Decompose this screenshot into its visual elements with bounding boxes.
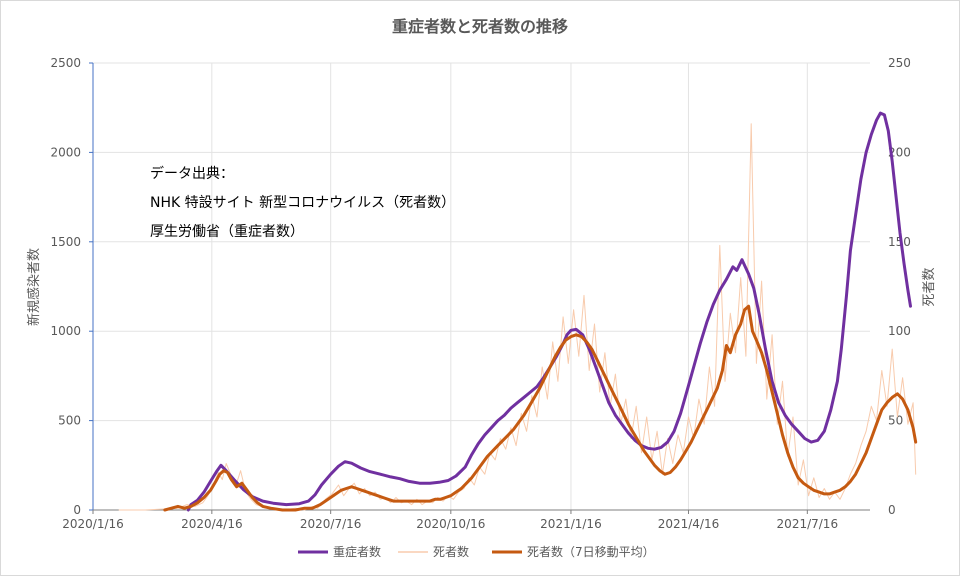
gridlines (93, 62, 870, 510)
right-tick-label: 200 (888, 145, 911, 159)
axes (89, 62, 870, 514)
legend-label-deaths: 死者数 (433, 544, 469, 559)
right-tick-label: 50 (888, 414, 903, 428)
x-tick-label: 2020/4/16 (181, 517, 243, 531)
x-tick-label: 2020/10/16 (416, 517, 485, 531)
x-tick-label: 2021/4/16 (658, 517, 720, 531)
severe-cases-line (186, 111, 912, 512)
right-tick-labels: 0 50 100 150 200 250 (888, 56, 911, 517)
legend-label-severe: 重症者数 (333, 544, 381, 559)
x-tick-labels: 2020/1/16 2020/4/16 2020/7/16 2020/10/16 202… (62, 517, 838, 531)
deaths-line (118, 123, 917, 511)
legend-label-deaths-avg: 死者数（7日移動平均） (527, 544, 655, 559)
left-tick-label: 1500 (50, 235, 81, 249)
x-tick-label: 2020/1/16 (62, 517, 124, 531)
legend-item-deaths-avg: 死者数（7日移動平均） (492, 544, 655, 559)
left-tick-label: 500 (58, 414, 81, 428)
series-layer (118, 111, 918, 512)
right-tick-label: 0 (888, 503, 896, 517)
x-tick-label: 2020/7/16 (300, 517, 362, 531)
right-axis-label: 死者数 (922, 267, 937, 306)
x-tick-label: 2021/7/16 (777, 517, 839, 531)
left-tick-labels: 0 500 1000 1500 2000 2500 (50, 56, 81, 517)
annotation-line-3: 厚生労働省（重症者数） (150, 224, 304, 240)
annotation-line-2: NHK 特設サイト 新型コロナウイルス（死者数） (150, 195, 455, 211)
deaths-7day-avg-line (163, 304, 918, 512)
left-tick-label: 2500 (50, 56, 81, 70)
left-tick-label: 0 (73, 503, 81, 517)
right-tick-label: 250 (888, 56, 911, 70)
legend-item-severe: 重症者数 (298, 544, 381, 559)
left-tick-label: 2000 (50, 145, 81, 159)
legend-item-deaths: 死者数 (398, 544, 469, 559)
annotation-line-1: データ出典： (150, 165, 234, 182)
chart-title: 重症者数と死者数の推移 (392, 17, 568, 36)
right-tick-label: 150 (888, 235, 911, 249)
left-tick-label: 1000 (50, 324, 81, 338)
left-axis-label: 新規感染者数 (26, 248, 42, 326)
source-annotation: データ出典： NHK 特設サイト 新型コロナウイルス（死者数） 厚生労働省（重症… (150, 165, 455, 240)
right-tick-label: 100 (888, 324, 911, 338)
legend: 重症者数 死者数 死者数（7日移動平均） (298, 544, 655, 559)
x-tick-label: 2021/1/16 (540, 517, 602, 531)
